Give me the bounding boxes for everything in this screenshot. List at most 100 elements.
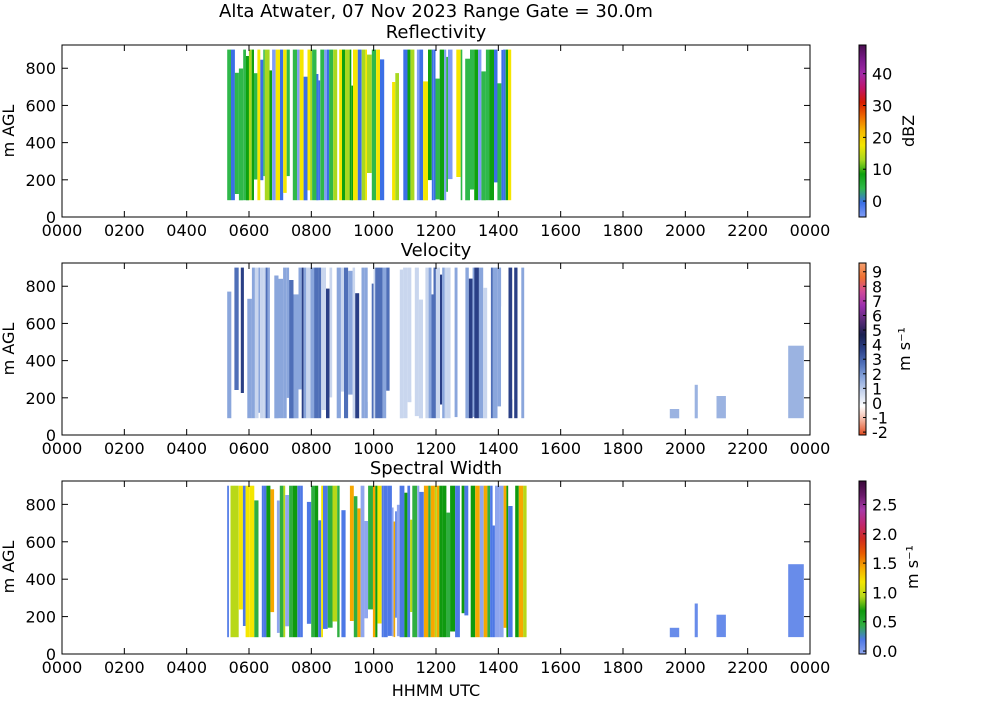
heatmap-cell <box>487 485 491 638</box>
heatmap-cell <box>470 49 475 190</box>
x-tick-label: 0000 <box>790 658 831 677</box>
heatmap-cell <box>364 521 368 619</box>
heatmap-cell <box>669 627 680 638</box>
heatmap-cell <box>494 49 498 183</box>
heatmap-cell <box>371 49 377 201</box>
heatmap-cell <box>501 306 505 419</box>
heatmap-cell <box>381 485 384 638</box>
heatmap-cell <box>503 49 506 201</box>
heatmap-cell <box>407 485 411 638</box>
x-tick-label: 2200 <box>727 658 768 677</box>
y-tick-label: 0 <box>46 208 56 227</box>
heatmap-cell <box>285 495 290 627</box>
heatmap-cell <box>410 519 413 612</box>
heatmap-cell <box>373 267 376 419</box>
colorbar-tick-label: 2.0 <box>872 525 897 544</box>
x-tick-label: 0200 <box>104 221 145 240</box>
heatmap-cell <box>395 73 399 201</box>
heatmap-cell <box>297 49 300 201</box>
heatmap-cell <box>341 267 344 392</box>
y-tick-label: 800 <box>25 277 56 296</box>
heatmap-cell <box>506 485 509 638</box>
heatmap-cell <box>433 267 436 419</box>
y-axis-label: m AGL <box>0 541 18 594</box>
heatmap-cell <box>431 49 434 201</box>
heatmap-cell <box>270 489 275 613</box>
heatmap-cell <box>391 267 396 398</box>
heatmap-cell <box>247 298 252 419</box>
heatmap-cell <box>501 49 504 201</box>
colorbar-tick-label: 2.5 <box>872 495 897 514</box>
heatmap-cell <box>283 267 287 419</box>
heatmap-cell <box>428 485 431 638</box>
heatmap-cell <box>417 485 420 638</box>
x-tick-label: 2200 <box>727 439 768 458</box>
heatmap-cell <box>341 510 346 638</box>
heatmap-cell <box>344 267 349 419</box>
heatmap-cell <box>479 267 484 419</box>
heatmap-cell <box>433 49 436 201</box>
heatmap-cell <box>326 49 330 201</box>
heatmap-cell <box>351 85 353 201</box>
panel-title: Spectral Width <box>370 458 502 479</box>
heatmap-cell <box>419 49 424 201</box>
heatmap-cell <box>387 485 392 636</box>
heatmap-cell <box>439 485 443 638</box>
colorbar-tick-label: 10 <box>872 160 892 179</box>
panel-title: Velocity <box>401 240 472 261</box>
heatmap-cell <box>242 485 246 626</box>
x-tick-label: 0200 <box>104 439 145 458</box>
colorbar-gradient <box>858 262 867 436</box>
heatmap-cell <box>472 267 475 417</box>
heatmap-cell <box>434 485 437 638</box>
y-axis-ticks: 0 200 400 600 800 <box>25 277 810 445</box>
heatmap-cell <box>280 49 284 201</box>
heatmap-cell <box>474 49 478 201</box>
heatmap-cell <box>371 283 374 419</box>
colorbar-tick-label: 0 <box>872 394 882 413</box>
heatmap-cell <box>442 267 445 419</box>
heatmap-cell <box>243 49 246 201</box>
heatmap-cell <box>497 267 502 407</box>
heatmap-cell <box>272 49 276 201</box>
heatmap-cell <box>428 49 432 181</box>
heatmap-cell <box>360 485 365 638</box>
heatmap-cell <box>403 49 408 201</box>
x-tick-label: 0600 <box>229 658 270 677</box>
heatmap-cell <box>456 49 461 177</box>
colorbar-tick-label: 1 <box>872 379 882 398</box>
heatmap-cell <box>369 267 372 419</box>
heatmap-cell <box>303 267 307 419</box>
heatmap-cell <box>517 267 522 419</box>
heatmap-cell <box>404 492 408 638</box>
x-tick-label: 0200 <box>104 658 145 677</box>
heatmap-cell <box>275 49 280 201</box>
heatmap-cell <box>412 485 418 638</box>
heatmap-cell <box>286 267 290 398</box>
colorbar-tick-label: 5 <box>872 321 882 340</box>
heatmap-cell <box>470 485 476 638</box>
panel-title: Reflectivity <box>386 22 487 43</box>
heatmap-cell <box>254 73 258 180</box>
colorbar-tick-label: 0.5 <box>872 613 897 632</box>
heatmap-cell <box>457 267 462 419</box>
x-tick-label: 0800 <box>291 221 332 240</box>
colorbar-tick-label: 4 <box>872 336 882 355</box>
heatmap-cell <box>254 500 259 638</box>
heatmap-cell <box>321 485 323 638</box>
heatmap-cell <box>318 520 322 638</box>
heatmap-cell <box>245 485 250 638</box>
x-tick-label: 0800 <box>291 439 332 458</box>
heatmap-cell <box>299 49 304 201</box>
heatmap-cell <box>391 507 394 637</box>
heatmap-cell <box>292 49 298 201</box>
heatmap-cell <box>495 485 500 638</box>
heatmap-cell <box>349 49 352 201</box>
heatmap-cell <box>444 49 447 201</box>
heatmap-cell <box>367 267 370 402</box>
heatmap-cell <box>435 267 440 419</box>
x-tick-label: 0000 <box>42 658 83 677</box>
heatmap-cell <box>487 267 491 419</box>
heatmap-cell <box>234 72 239 194</box>
heatmap-cell <box>364 267 368 419</box>
